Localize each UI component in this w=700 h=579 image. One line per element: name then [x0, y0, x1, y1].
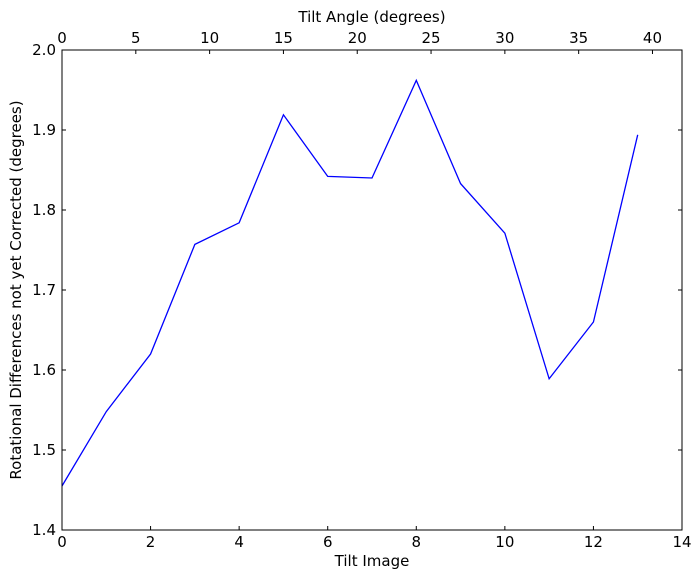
- x-tick-label: 12: [584, 533, 603, 551]
- y-tick-label: 1.9: [32, 121, 56, 139]
- x-tick-label: 8: [412, 533, 422, 551]
- y-axis-title: Rotational Differences not yet Corrected…: [7, 100, 25, 479]
- x-tick-label: 4: [234, 533, 244, 551]
- series-line: [61, 78, 639, 487]
- secondary-x-tick-label: 20: [348, 29, 367, 47]
- series-layer: [61, 78, 639, 487]
- y-tick-label: 2.0: [32, 41, 56, 59]
- secondary-x-tick-label: 25: [422, 29, 441, 47]
- y-tick-label: 1.6: [32, 361, 56, 379]
- y-tick-label: 1.7: [32, 281, 56, 299]
- y-tick-label: 1.5: [32, 441, 56, 459]
- x-tick-label: 6: [323, 533, 333, 551]
- secondary-x-axis-title: Tilt Angle (degrees): [297, 8, 445, 26]
- plot-frame: [61, 49, 683, 531]
- secondary-x-tick-label: 0: [57, 29, 67, 47]
- x-tick-label: 0: [57, 533, 67, 551]
- secondary-x-tick-label: 35: [569, 29, 588, 47]
- secondary-x-tick-label: 40: [643, 29, 662, 47]
- x-tick-label: 10: [495, 533, 514, 551]
- y-tick-label: 1.4: [32, 521, 56, 539]
- y-tick-label: 1.8: [32, 201, 56, 219]
- secondary-x-tick-label: 5: [131, 29, 141, 47]
- x-tick-label: 14: [672, 533, 691, 551]
- secondary-x-tick-label: 30: [495, 29, 514, 47]
- secondary-x-tick-label: 10: [200, 29, 219, 47]
- x-tick-label: 2: [146, 533, 156, 551]
- tick-layer: 0 2 4 6 8 10 12 14 0 5 10 15 20 25 30 35 40 1.4 1.5 1.6 1.7 1…: [32, 29, 691, 551]
- x-axis-title: Tilt Image: [334, 552, 410, 570]
- secondary-x-tick-label: 15: [274, 29, 293, 47]
